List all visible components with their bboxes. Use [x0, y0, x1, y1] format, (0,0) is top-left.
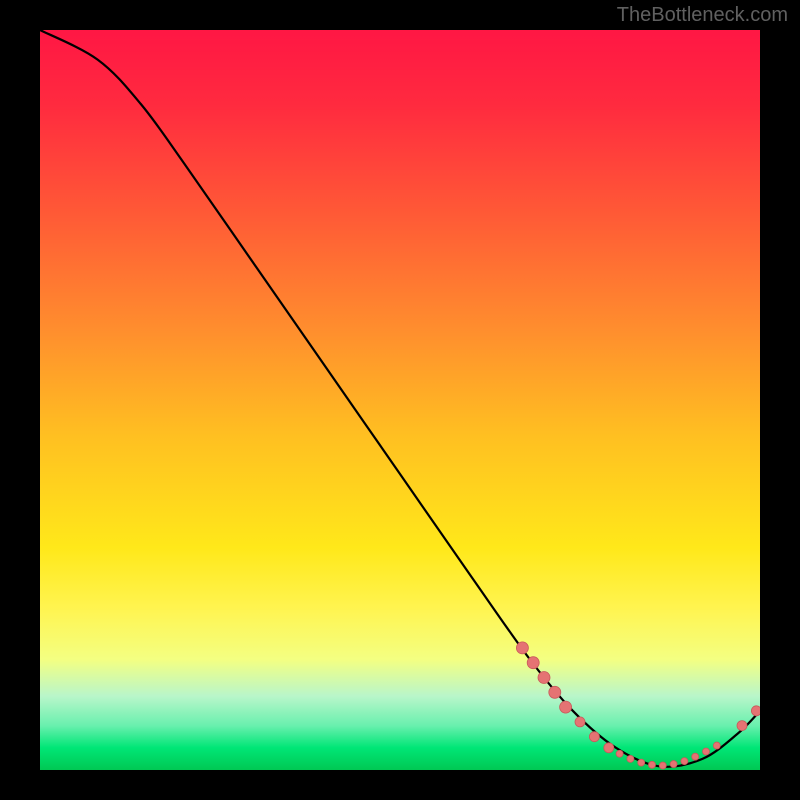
data-marker: [589, 732, 599, 742]
data-marker: [604, 743, 614, 753]
data-marker: [560, 701, 572, 713]
data-marker: [516, 642, 528, 654]
data-marker: [681, 758, 688, 765]
data-marker: [692, 753, 699, 760]
data-marker: [616, 750, 623, 757]
data-marker: [638, 759, 645, 766]
data-marker: [527, 657, 539, 669]
chart-container: TheBottleneck.com: [0, 0, 800, 800]
data-marker: [703, 748, 710, 755]
data-marker: [713, 742, 720, 749]
data-marker: [659, 762, 666, 769]
chart-svg: [40, 30, 760, 770]
data-marker: [538, 672, 550, 684]
gradient-background: [40, 30, 760, 770]
data-marker: [737, 721, 747, 731]
data-marker: [670, 761, 677, 768]
data-marker: [549, 686, 561, 698]
plot-area: [40, 30, 760, 770]
watermark-text: TheBottleneck.com: [617, 4, 788, 27]
data-marker: [627, 755, 634, 762]
data-marker: [751, 706, 760, 716]
data-marker: [575, 717, 585, 727]
data-marker: [649, 761, 656, 768]
